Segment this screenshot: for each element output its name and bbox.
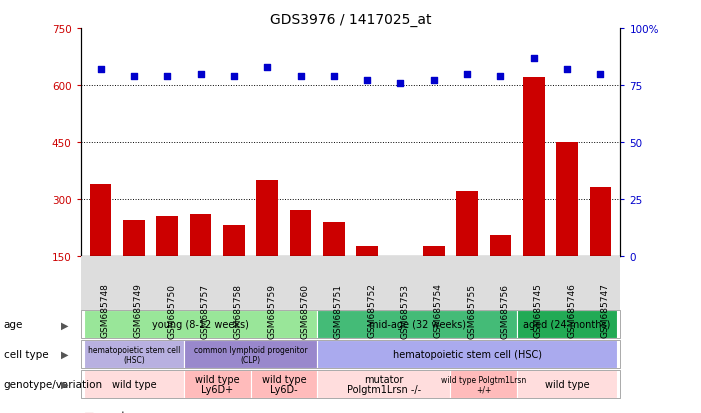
Bar [90, 184, 111, 313]
Text: wild type: wild type [545, 379, 590, 389]
Text: GSM685757: GSM685757 [200, 283, 210, 338]
Point [594, 71, 606, 78]
Text: GSM685750: GSM685750 [168, 283, 176, 338]
Bar [156, 216, 178, 313]
Bar [557, 142, 578, 313]
Text: GSM685755: GSM685755 [467, 283, 476, 338]
Text: GSM685759: GSM685759 [267, 283, 276, 338]
Text: wild type: wild type [111, 379, 156, 389]
Text: genotype/variation: genotype/variation [4, 379, 102, 389]
Text: hematopoietic stem cell
(HSC): hematopoietic stem cell (HSC) [88, 345, 180, 364]
Bar [356, 247, 378, 313]
Bar [190, 214, 212, 313]
Text: wild type
Ly6D+: wild type Ly6D+ [195, 374, 240, 394]
Point [195, 71, 206, 78]
Bar [456, 192, 478, 313]
Text: cell type: cell type [4, 349, 48, 359]
Text: GSM685751: GSM685751 [334, 283, 343, 338]
Text: ▶: ▶ [61, 349, 69, 359]
Text: GSM685756: GSM685756 [501, 283, 510, 338]
Point [229, 73, 240, 80]
Text: GSM685746: GSM685746 [567, 283, 576, 338]
Text: ▶: ▶ [61, 320, 69, 330]
Text: GSM685747: GSM685747 [600, 283, 609, 338]
Text: mutator
Polgtm1Lrsn -/-: mutator Polgtm1Lrsn -/- [347, 374, 421, 394]
Point [528, 55, 539, 62]
Text: wild type Polgtm1Lrsn
+/+: wild type Polgtm1Lrsn +/+ [441, 375, 526, 394]
Text: GSM685753: GSM685753 [400, 283, 409, 338]
Text: count: count [96, 411, 125, 413]
Point [95, 66, 107, 73]
Text: ■: ■ [84, 411, 95, 413]
Bar [290, 211, 311, 313]
Point [428, 78, 440, 84]
Point [261, 64, 273, 71]
Bar [223, 226, 245, 313]
Bar [323, 222, 345, 313]
Point [395, 80, 406, 87]
Point [495, 73, 506, 80]
Point [362, 78, 373, 84]
Text: GSM685745: GSM685745 [533, 283, 543, 338]
Text: GSM685758: GSM685758 [234, 283, 243, 338]
Text: wild type
Ly6D-: wild type Ly6D- [261, 374, 306, 394]
Title: GDS3976 / 1417025_at: GDS3976 / 1417025_at [270, 12, 431, 26]
Bar [390, 268, 411, 313]
Bar [257, 180, 278, 313]
Text: young (8-12 weeks): young (8-12 weeks) [152, 320, 249, 330]
Point [328, 73, 339, 80]
Point [295, 73, 306, 80]
Bar [523, 78, 545, 313]
Text: GSM685749: GSM685749 [134, 283, 143, 338]
Text: common lymphoid progenitor
(CLP): common lymphoid progenitor (CLP) [193, 345, 307, 364]
Bar [123, 220, 144, 313]
Text: GSM685760: GSM685760 [301, 283, 310, 338]
Text: ▶: ▶ [61, 379, 69, 389]
Bar [590, 188, 611, 313]
Point [461, 71, 472, 78]
Point [128, 73, 139, 80]
Bar [423, 247, 444, 313]
Text: GSM685748: GSM685748 [101, 283, 109, 338]
Bar [489, 235, 511, 313]
Text: aged (24 months): aged (24 months) [524, 320, 611, 330]
Text: age: age [4, 320, 23, 330]
Text: mid-age (32 weeks): mid-age (32 weeks) [369, 320, 465, 330]
Text: hematopoietic stem cell (HSC): hematopoietic stem cell (HSC) [393, 349, 542, 359]
Text: GSM685752: GSM685752 [367, 283, 376, 338]
Point [162, 73, 173, 80]
Point [562, 66, 573, 73]
Text: GSM685754: GSM685754 [434, 283, 443, 338]
